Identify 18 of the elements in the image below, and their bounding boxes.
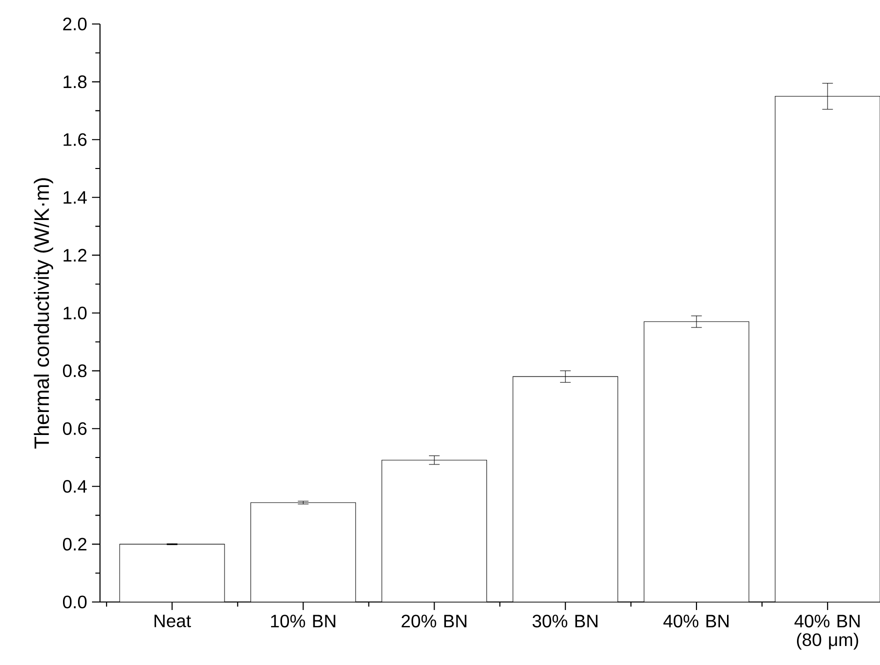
y-tick-label: 0.8 (62, 364, 87, 378)
x-tick-label: Neat (154, 614, 191, 628)
y-tick-label: 0.0 (62, 596, 87, 608)
y-tick-label: 1.6 (64, 133, 87, 146)
y-tick-label: 0.2 (62, 538, 86, 551)
y-tick-label: 1.2 (64, 248, 86, 262)
y-tick-label: 2.0 (63, 18, 87, 30)
y-axis-title: Thermal conductivity (W/K·m) (34, 178, 54, 449)
x-tick-label: 10% BN (271, 614, 336, 628)
x-tick-label: 30% BN (532, 614, 598, 628)
x-tick-label: 20% BN (402, 614, 466, 628)
x-tick-label: 40% BN (80 μm) (794, 614, 860, 650)
y-tick-label: 0.6 (62, 422, 87, 435)
y-tick-label: 1.8 (64, 75, 87, 88)
y-tick-label: 1.4 (64, 191, 87, 204)
y-tick-label: 1.0 (64, 306, 87, 320)
x-tick-label: 40% BN (663, 614, 729, 628)
y-tick-label: 0.4 (62, 480, 87, 493)
